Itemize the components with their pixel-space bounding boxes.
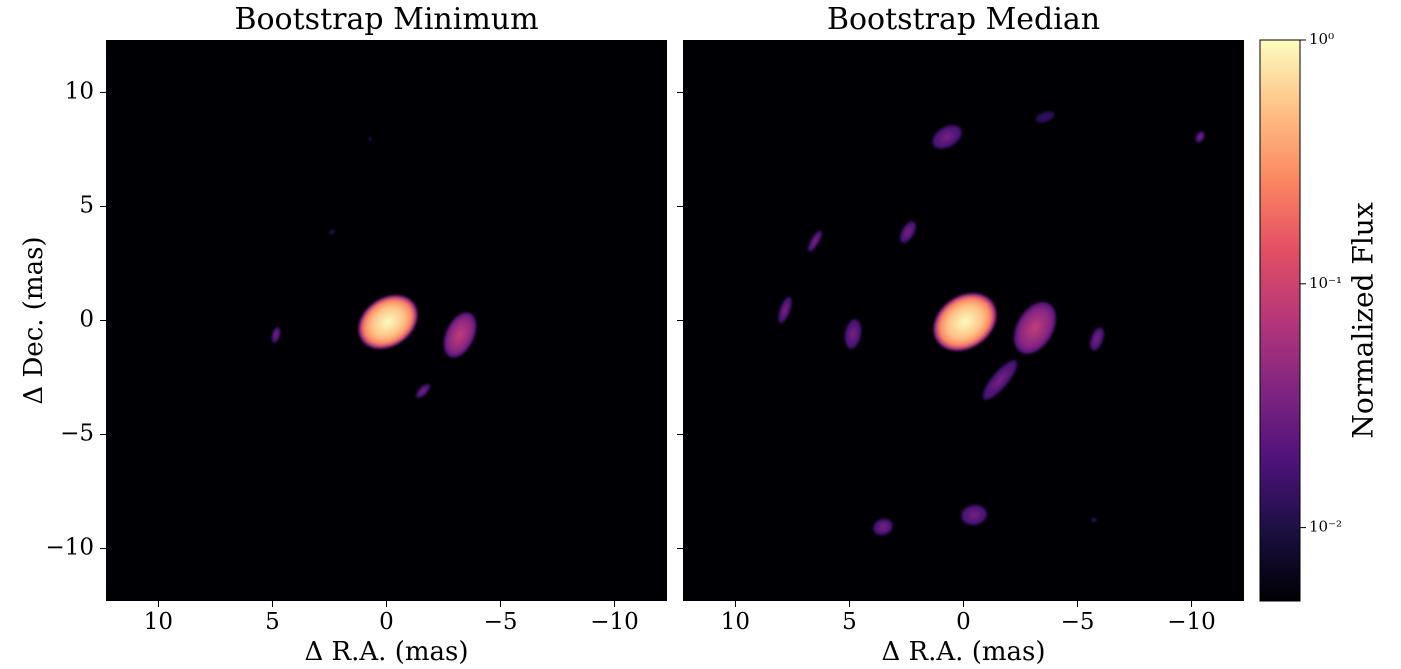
x-tick-label: 5 bbox=[265, 609, 280, 635]
emission-blob bbox=[1195, 131, 1205, 143]
emission bbox=[271, 137, 477, 398]
panel-title: Bootstrap Median bbox=[827, 2, 1100, 37]
colorbar-tick-label: 10⁻² bbox=[1309, 518, 1342, 536]
x-axis-label: Δ R.A. (mas) bbox=[305, 637, 469, 667]
emission-blob bbox=[900, 221, 916, 243]
emission-blob bbox=[932, 125, 962, 149]
y-axis-label: Δ Dec. (mas) bbox=[19, 236, 49, 404]
y-tick-label: −5 bbox=[60, 421, 94, 447]
emission-blob bbox=[416, 384, 430, 398]
x-tick-label: −5 bbox=[1061, 609, 1095, 635]
y-tick-label: 5 bbox=[79, 192, 94, 218]
emission-blob bbox=[961, 504, 987, 526]
x-tick-label: 5 bbox=[842, 609, 857, 635]
emission-blob bbox=[1014, 302, 1056, 354]
y-tick-label: 10 bbox=[65, 78, 94, 104]
emission bbox=[778, 111, 1205, 536]
x-tick-label: 10 bbox=[144, 609, 173, 635]
panel-title: Bootstrap Minimum bbox=[234, 2, 538, 37]
emission-blob bbox=[443, 312, 477, 358]
emission-blob bbox=[358, 295, 418, 349]
emission-blob bbox=[808, 230, 822, 252]
y-tick-label: −10 bbox=[45, 535, 94, 561]
colorbar-tick-label: 10⁰ bbox=[1309, 30, 1334, 48]
emission-blob bbox=[844, 319, 862, 349]
x-tick-label: 0 bbox=[956, 609, 971, 635]
emission-blob bbox=[982, 360, 1018, 400]
emission-blob bbox=[1091, 518, 1097, 522]
colorbar-label: Normalized Flux bbox=[1347, 202, 1380, 438]
x-tick-label: −10 bbox=[590, 609, 639, 635]
emission-blob bbox=[778, 296, 792, 324]
x-tick-label: 10 bbox=[721, 609, 750, 635]
y-tick-label: 0 bbox=[79, 307, 94, 333]
emission-blob bbox=[933, 293, 997, 351]
x-axis-label: Δ R.A. (mas) bbox=[882, 637, 1046, 667]
colorbar bbox=[1259, 39, 1301, 602]
x-tick-label: 0 bbox=[379, 609, 394, 635]
emission-blob bbox=[873, 518, 893, 536]
emission-blob bbox=[329, 229, 335, 235]
colorbar-tick-label: 10⁻¹ bbox=[1309, 274, 1342, 292]
emission-blob bbox=[1090, 327, 1104, 351]
emission-blob bbox=[1035, 111, 1055, 123]
emission-blob bbox=[271, 327, 281, 343]
x-tick-label: −5 bbox=[484, 609, 518, 635]
emission-blob bbox=[368, 137, 372, 141]
x-tick-label: −10 bbox=[1167, 609, 1216, 635]
